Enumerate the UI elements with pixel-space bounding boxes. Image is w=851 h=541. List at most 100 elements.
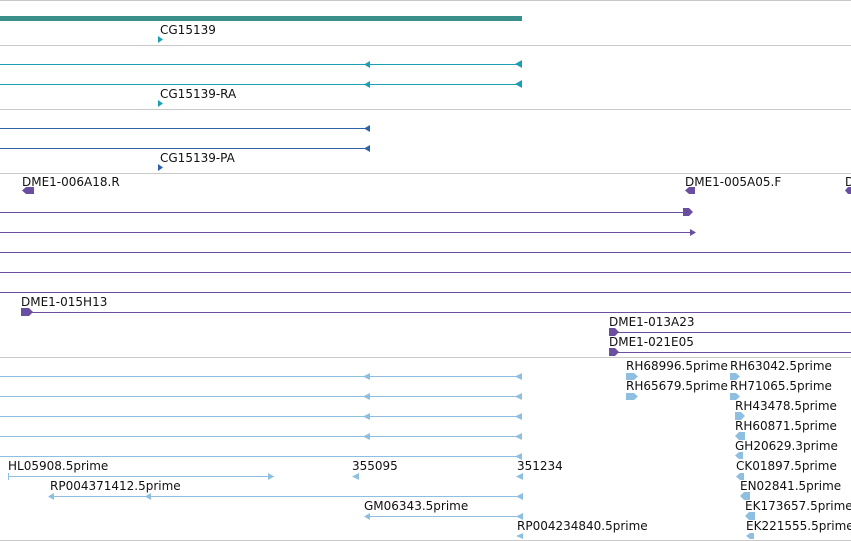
est-feature-icon[interactable] xyxy=(736,473,744,480)
est-label[interactable]: HL05908.5prime xyxy=(8,459,109,473)
cdna-feature[interactable] xyxy=(0,272,851,273)
exon-arrow-icon xyxy=(515,80,522,88)
cdna-label[interactable]: DME1-021E05 xyxy=(609,335,694,349)
est-feature-icon[interactable] xyxy=(745,512,755,520)
est-arrow-icon xyxy=(268,473,274,480)
est-arrow-icon xyxy=(48,493,54,500)
est-feature-icon[interactable] xyxy=(746,533,754,539)
cdna-feature[interactable] xyxy=(614,352,851,353)
cdna-feature-icon[interactable] xyxy=(845,187,851,194)
est-feature[interactable] xyxy=(0,456,522,457)
transcript-feature[interactable] xyxy=(0,64,522,65)
est-label[interactable]: 351234 xyxy=(517,459,563,473)
strand-arrow-icon xyxy=(158,164,163,171)
est-feature-icon[interactable] xyxy=(352,473,359,480)
track-separator xyxy=(0,45,851,46)
protein-feature[interactable] xyxy=(0,148,370,149)
transcript-label[interactable]: CG15139-RA xyxy=(160,87,237,101)
est-feature[interactable] xyxy=(0,376,522,377)
strand-arrow-icon xyxy=(158,100,163,107)
est-arrow-icon xyxy=(515,393,522,400)
est-label[interactable]: GH20629.3prime xyxy=(735,439,838,453)
cdna-feature[interactable] xyxy=(614,332,851,333)
cdna-feature-icon[interactable] xyxy=(22,187,34,194)
est-feature[interactable] xyxy=(50,496,522,497)
est-arrow-icon xyxy=(515,413,522,420)
est-feature-icon[interactable] xyxy=(730,393,740,400)
protein-label[interactable]: CG15139-PA xyxy=(160,151,235,165)
est-label[interactable]: EN02841.5prime xyxy=(740,479,842,493)
cdna-feature-icon xyxy=(21,308,33,316)
protein-feature[interactable] xyxy=(0,128,370,129)
est-label[interactable]: RH43478.5prime xyxy=(735,399,837,413)
est-label[interactable]: EK221555.5prime xyxy=(746,519,851,533)
est-feature-icon[interactable] xyxy=(516,533,523,539)
est-feature-icon[interactable] xyxy=(735,412,745,420)
est-feature[interactable] xyxy=(0,396,522,397)
est-label[interactable]: RH65679.5prime xyxy=(626,379,728,393)
est-arrow-icon xyxy=(515,453,522,460)
est-arrow-icon xyxy=(8,473,9,480)
est-label[interactable]: RP004371412.5prime xyxy=(50,479,181,493)
est-arrow-icon xyxy=(363,433,370,440)
gene-label[interactable]: CG15139 xyxy=(160,23,216,37)
est-feature[interactable] xyxy=(0,416,522,417)
cdna-feature-icon[interactable] xyxy=(685,187,695,194)
exon-arrow-icon xyxy=(364,125,370,132)
cdna-arrow-icon xyxy=(683,208,693,216)
est-feature-icon[interactable] xyxy=(735,452,743,459)
est-arrow-icon xyxy=(515,373,522,380)
est-feature-icon[interactable] xyxy=(730,373,740,380)
est-label[interactable]: 355095 xyxy=(352,459,398,473)
est-feature[interactable] xyxy=(0,436,522,437)
est-feature-icon[interactable] xyxy=(626,393,638,400)
cdna-feature[interactable] xyxy=(28,312,851,313)
cdna-label[interactable]: DME1-013A23 xyxy=(609,315,695,329)
est-feature[interactable] xyxy=(8,476,274,477)
est-feature-icon[interactable] xyxy=(735,432,745,440)
cdna-feature[interactable] xyxy=(0,292,851,293)
cdna-label[interactable]: D xyxy=(845,175,851,189)
est-arrow-icon xyxy=(145,493,151,500)
exon-arrow-icon xyxy=(364,81,370,88)
track-separator xyxy=(0,357,851,358)
est-label[interactable]: RH63042.5prime xyxy=(730,359,832,373)
est-label[interactable]: RH68996.5prime xyxy=(626,359,728,373)
est-feature-icon[interactable] xyxy=(740,492,750,500)
est-feature[interactable] xyxy=(366,516,522,517)
est-label[interactable]: GM06343.5prime xyxy=(364,499,469,513)
cdna-feature[interactable] xyxy=(0,212,690,213)
gene-feature-bar[interactable] xyxy=(0,16,522,21)
est-label[interactable]: RH71065.5prime xyxy=(730,379,832,393)
cdna-feature-icon xyxy=(609,348,619,356)
transcript-feature[interactable] xyxy=(0,84,522,85)
exon-arrow-icon xyxy=(515,60,522,68)
cdna-feature[interactable] xyxy=(0,232,694,233)
track-separator xyxy=(0,109,851,110)
est-label[interactable]: EK173657.5prime xyxy=(745,499,851,513)
est-arrow-icon xyxy=(363,413,370,420)
est-label[interactable]: RP004234840.5prime xyxy=(517,519,648,533)
est-arrow-icon xyxy=(363,393,370,400)
est-feature-icon[interactable] xyxy=(626,373,638,380)
est-feature-icon[interactable] xyxy=(516,473,523,480)
est-label[interactable]: RH60871.5prime xyxy=(735,419,837,433)
track-separator xyxy=(0,173,851,174)
exon-arrow-icon xyxy=(364,145,370,152)
est-label[interactable]: CK01897.5prime xyxy=(736,459,837,473)
cdna-arrow-icon xyxy=(690,229,696,236)
exon-arrow-icon xyxy=(364,61,370,68)
est-arrow-icon xyxy=(516,513,523,520)
cdna-label[interactable]: DME1-006A18.R xyxy=(22,175,120,189)
strand-arrow-icon xyxy=(158,36,163,43)
cdna-feature[interactable] xyxy=(0,252,851,253)
est-arrow-icon xyxy=(363,373,370,380)
cdna-label[interactable]: DME1-015H13 xyxy=(21,295,108,309)
cdna-feature-icon xyxy=(609,328,619,336)
cdna-label[interactable]: DME1-005A05.F xyxy=(685,175,782,189)
track-separator xyxy=(0,0,851,1)
est-arrow-icon xyxy=(515,433,522,440)
est-arrow-icon xyxy=(516,493,523,500)
est-arrow-icon xyxy=(364,513,370,520)
